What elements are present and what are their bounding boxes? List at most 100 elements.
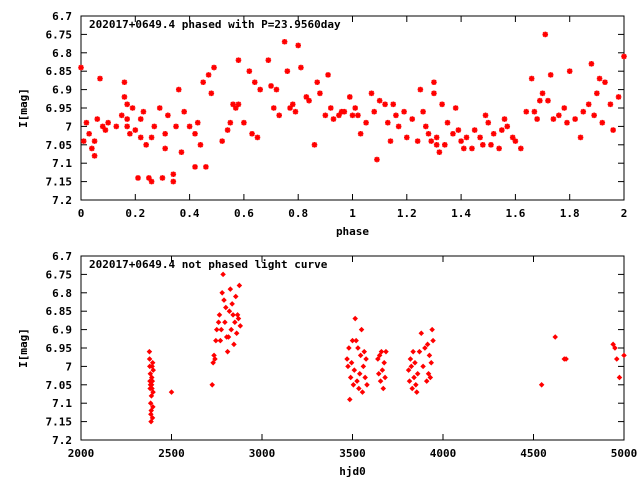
- data-point: [249, 130, 255, 137]
- data-point: [322, 112, 329, 119]
- x-tick-label: 1.6: [505, 207, 525, 220]
- data-point: [458, 138, 464, 144]
- data-point: [230, 312, 236, 318]
- y-tick-label: 6.7: [52, 10, 72, 23]
- data-point: [352, 315, 358, 322]
- data-point: [425, 370, 432, 377]
- data-point: [118, 112, 125, 119]
- data-point: [78, 64, 84, 71]
- data-point: [523, 108, 530, 115]
- data-point: [509, 134, 516, 141]
- data-point: [97, 75, 103, 82]
- data-point: [383, 348, 389, 355]
- data-point: [311, 142, 318, 148]
- data-point: [246, 68, 253, 74]
- data-point: [251, 79, 258, 86]
- data-point: [504, 123, 511, 130]
- data-point: [289, 101, 296, 108]
- data-point: [395, 123, 402, 130]
- data-point: [363, 356, 369, 362]
- data-point: [358, 326, 365, 333]
- data-point: [376, 97, 383, 104]
- data-point: [431, 90, 437, 97]
- data-point: [137, 116, 144, 122]
- data-point: [355, 345, 361, 351]
- data-point: [327, 105, 334, 111]
- data-point: [362, 374, 368, 381]
- data-point: [379, 367, 386, 373]
- data-point: [347, 374, 354, 381]
- y-tick-label: 7: [65, 120, 72, 133]
- data-point: [237, 323, 244, 329]
- data-point: [349, 337, 356, 344]
- data-point: [411, 374, 417, 381]
- data-point: [387, 138, 394, 144]
- data-point: [212, 356, 218, 362]
- data-point: [355, 112, 361, 119]
- data-point: [314, 79, 321, 86]
- y-tick-label: 7.2: [52, 434, 72, 447]
- x-tick-label: 1: [349, 207, 356, 220]
- data-point: [556, 112, 562, 119]
- data-point: [235, 101, 242, 108]
- data-point: [129, 105, 136, 111]
- data-point: [149, 415, 156, 421]
- data-point: [347, 396, 353, 403]
- data-point: [121, 94, 128, 100]
- data-point: [452, 105, 459, 111]
- data-point: [430, 337, 436, 344]
- data-point: [210, 359, 216, 366]
- data-point: [162, 130, 168, 137]
- y-tick-label: 6.75: [46, 268, 73, 281]
- data-point: [427, 374, 434, 381]
- data-point: [433, 142, 440, 148]
- data-point: [146, 175, 152, 181]
- data-point: [211, 352, 217, 359]
- data-point: [192, 130, 198, 137]
- data-point: [147, 400, 154, 406]
- x-tick-label: 3500: [339, 447, 366, 460]
- x-tick-label: 1.2: [397, 207, 417, 220]
- data-point: [216, 312, 223, 318]
- x-tick-label: 1.4: [451, 207, 471, 220]
- data-point: [412, 359, 418, 366]
- data-point: [268, 83, 274, 89]
- data-point: [227, 119, 234, 126]
- data-point: [469, 145, 475, 152]
- data-point: [381, 359, 387, 366]
- data-point: [346, 345, 352, 351]
- data-point: [149, 359, 156, 366]
- data-point: [360, 363, 367, 370]
- data-point: [616, 374, 623, 381]
- data-point: [610, 127, 616, 133]
- y-tick-label: 7.15: [46, 416, 73, 429]
- data-point: [232, 293, 239, 300]
- y-tick-label: 7.2: [52, 194, 72, 207]
- y-tick-label: 6.9: [52, 324, 72, 337]
- x-axis-label: hjd0: [339, 465, 366, 478]
- data-point: [148, 134, 155, 141]
- data-point: [203, 164, 209, 170]
- data-point: [439, 101, 445, 108]
- data-point: [413, 382, 419, 388]
- data-point: [364, 382, 370, 388]
- data-point: [173, 123, 179, 130]
- data-point: [235, 57, 242, 63]
- data-point: [428, 138, 435, 144]
- y-tick-label: 6.95: [46, 102, 73, 115]
- data-point: [375, 370, 382, 377]
- data-point: [213, 326, 220, 333]
- data-point: [488, 142, 494, 148]
- data-point: [408, 363, 415, 370]
- data-point: [148, 178, 155, 185]
- data-point: [217, 337, 224, 344]
- y-tick-label: 6.8: [52, 47, 72, 60]
- data-point: [416, 348, 423, 355]
- data-point: [121, 79, 128, 86]
- data-point: [356, 370, 363, 377]
- data-point: [413, 389, 420, 395]
- data-point: [426, 352, 433, 359]
- data-point: [147, 370, 154, 377]
- data-point: [350, 382, 357, 388]
- data-point: [450, 130, 456, 137]
